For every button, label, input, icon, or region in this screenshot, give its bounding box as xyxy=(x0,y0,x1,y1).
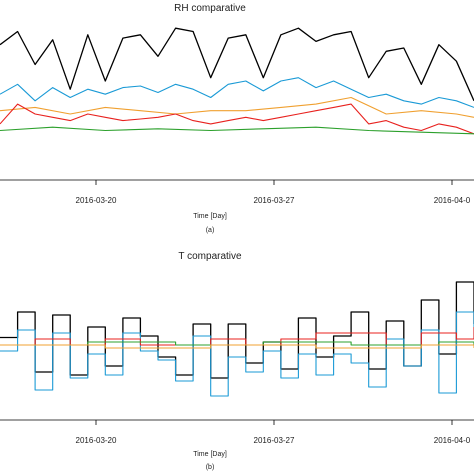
chart-rh-x-tick-label: 2016-04-0 xyxy=(434,196,471,205)
chart-t-x-tick-label: 2016-04-0 xyxy=(434,436,471,445)
chart-t-x-ticks: 2016-03-20 2016-03-27 2016-04-0 xyxy=(76,420,471,445)
chart-rh: RH comparative 2016-03-20 2016-03-27 2016-… xyxy=(0,3,474,234)
chart-rh-series-line-0 xyxy=(0,27,474,102)
chart-t-series-line-2 xyxy=(0,327,474,346)
chart-t-x-label: Time [Day] xyxy=(193,451,227,458)
chart-t-title: T comparative xyxy=(178,251,242,262)
chart-t-series-line-4 xyxy=(0,344,474,349)
chart-t: T comparative 2016-03-20 2016-03-27 2016-0… xyxy=(0,251,474,471)
chart-rh-panel-label: (a) xyxy=(206,227,215,234)
chart-t-series-line-3 xyxy=(0,341,474,346)
chart-t-x-tick-label: 2016-03-20 xyxy=(76,436,117,445)
chart-rh-series-line-3 xyxy=(0,103,474,135)
chart-rh-x-ticks: 2016-03-20 2016-03-27 2016-04-0 xyxy=(76,180,471,205)
chart-t-x-tick-label: 2016-03-27 xyxy=(254,436,295,445)
chart-rh-x-tick-label: 2016-03-20 xyxy=(76,196,117,205)
chart-rh-series-line-1 xyxy=(0,77,474,108)
chart-t-series-line-1 xyxy=(0,311,474,397)
chart-rh-series-line-2 xyxy=(0,96,474,118)
chart-t-series xyxy=(0,281,474,397)
chart-t-series-line-0 xyxy=(0,281,474,379)
chart-rh-x-tick-label: 2016-03-27 xyxy=(254,196,295,205)
chart-rh-title: RH comparative xyxy=(174,3,246,14)
chart-rh-series-line-4 xyxy=(0,126,474,135)
chart-t-panel-label: (b) xyxy=(206,464,215,471)
chart-rh-series xyxy=(0,27,474,135)
chart-rh-x-label: Time [Day] xyxy=(193,213,227,220)
